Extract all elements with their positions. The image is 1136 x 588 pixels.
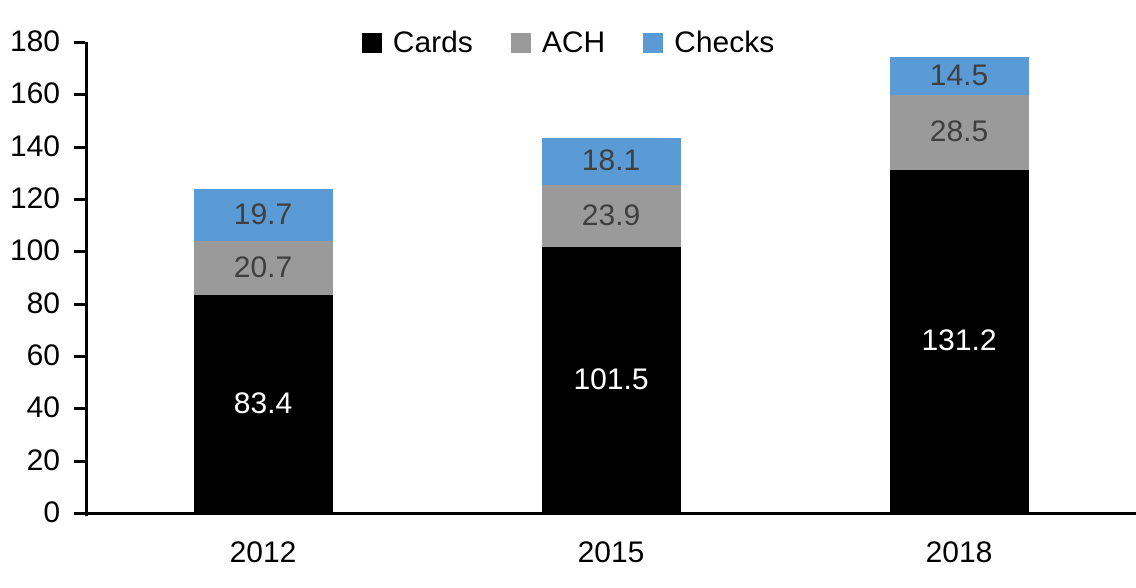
legend-swatch-icon <box>510 33 531 53</box>
y-axis-tick <box>74 146 85 149</box>
y-axis-tick-label: 20 <box>26 444 60 477</box>
y-axis-tick-label: 140 <box>9 130 60 163</box>
x-axis-category-label: 2015 <box>577 536 645 569</box>
bar-value-label: 14.5 <box>929 59 989 93</box>
bar-segment-checks-2012: 19.7 <box>193 189 333 241</box>
legend-swatch-icon <box>361 33 382 53</box>
bar-segment-ach-2012: 20.7 <box>193 240 333 295</box>
x-axis-category-label: 2012 <box>229 536 297 569</box>
y-axis-tick <box>74 512 85 515</box>
bar-segment-checks-2015: 18.1 <box>541 137 681 185</box>
bar-value-label: 19.7 <box>233 197 293 231</box>
bar-value-label: 131.2 <box>921 324 997 358</box>
y-axis-tick-label: 160 <box>9 77 60 110</box>
bar-value-label: 20.7 <box>233 250 293 284</box>
bar-value-label: 101.5 <box>573 363 649 397</box>
bar-value-label: 83.4 <box>233 386 293 420</box>
bar-value-label: 28.5 <box>929 115 989 149</box>
bar-segment-cards-2018: 131.2 <box>889 169 1029 513</box>
bar-segment-ach-2015: 23.9 <box>541 184 681 248</box>
legend-label: Checks <box>674 26 775 59</box>
bar-value-label: 18.1 <box>581 144 641 178</box>
y-axis-tick-label: 100 <box>9 234 60 267</box>
legend-swatch-icon <box>643 33 664 53</box>
y-axis-tick <box>74 303 85 306</box>
bar-segment-ach-2018: 28.5 <box>889 95 1029 170</box>
y-axis-tick-label: 180 <box>9 25 60 58</box>
y-axis-tick-label: 40 <box>26 391 60 424</box>
x-axis-category-label: 2018 <box>925 536 993 569</box>
y-axis-tick <box>74 355 85 358</box>
legend-item-checks: Checks <box>643 28 774 58</box>
y-axis-tick-label: 80 <box>26 287 60 320</box>
y-axis-tick <box>74 198 85 201</box>
y-axis-tick-label: 0 <box>43 496 60 529</box>
chart-legend: Cards ACH Checks <box>0 28 1136 58</box>
y-axis-tick <box>74 407 85 410</box>
bar-value-label: 23.9 <box>581 199 641 233</box>
y-axis-tick <box>74 460 85 463</box>
legend-item-cards: Cards <box>361 26 473 59</box>
y-axis-tick <box>74 250 85 253</box>
y-axis-tick-label: 60 <box>26 339 60 372</box>
legend-label: Cards <box>392 26 473 59</box>
bar-segment-cards-2012: 83.4 <box>193 294 333 513</box>
y-axis-tick <box>74 41 85 44</box>
bar-segment-checks-2018: 14.5 <box>889 57 1029 96</box>
y-axis-line <box>85 42 88 516</box>
bar-segment-cards-2015: 101.5 <box>541 247 681 513</box>
y-axis-tick <box>74 93 85 96</box>
legend-label: ACH <box>541 26 606 59</box>
x-axis-line <box>85 512 1136 515</box>
legend-item-ach: ACH <box>510 26 606 59</box>
y-axis-tick-label: 120 <box>9 182 60 215</box>
